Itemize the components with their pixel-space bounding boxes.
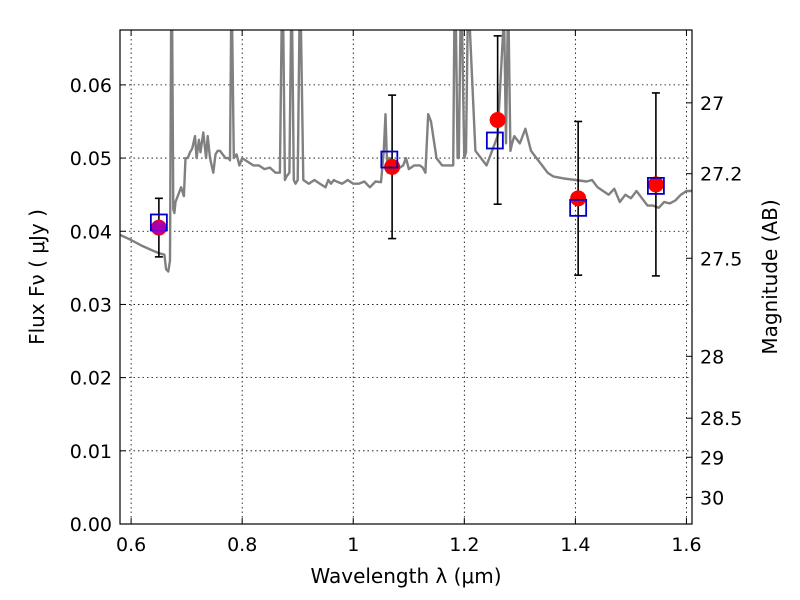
observed-point xyxy=(647,176,664,193)
y2-tick-label: 29 xyxy=(700,447,724,469)
y-tick-label: 0.06 xyxy=(70,75,112,97)
observed-point xyxy=(489,112,506,129)
overlap-point xyxy=(151,220,166,235)
model-spectrum-line xyxy=(120,30,692,273)
x-axis-title: Wavelength λ (μm) xyxy=(310,564,501,588)
y-tick-label: 0.05 xyxy=(70,148,112,170)
y2-tick-label: 27.5 xyxy=(700,248,742,270)
model-photometry-point xyxy=(485,131,504,150)
points-layer xyxy=(149,35,665,277)
x-tick-label: 0.6 xyxy=(116,534,146,556)
y-tick-label: 0.03 xyxy=(70,294,112,316)
x-tick-label: 1.2 xyxy=(449,534,479,556)
tick-layer: 0.6 0.8 1 1.2 1.4 1.6 0.00 0.01 0.02 0.03 0.04 0.05… xyxy=(70,30,742,556)
y-axis-title: Flux Fν ( μJy ) xyxy=(25,209,49,345)
model-photometry-point xyxy=(380,150,399,169)
y2-tick-label: 28.5 xyxy=(700,408,742,430)
plot-frame xyxy=(119,29,693,525)
y-tick-label: 0.04 xyxy=(70,221,112,243)
y2-tick-label: 30 xyxy=(700,487,724,509)
model-photometry-point xyxy=(569,198,588,217)
y2-axis-title: Magnitude (AB) xyxy=(758,199,782,354)
x-tick-label: 1 xyxy=(347,534,359,556)
y2-tick-label: 28 xyxy=(700,346,724,368)
spectrum-layer xyxy=(120,30,692,273)
y2-tick-label: 27 xyxy=(700,93,724,115)
x-tick-label: 1.6 xyxy=(671,534,701,556)
x-tick-label: 1.4 xyxy=(560,534,590,556)
y-tick-label: 0.01 xyxy=(70,441,112,463)
observed-point xyxy=(570,190,587,207)
x-tick-label: 0.8 xyxy=(227,534,257,556)
y-tick-label: 0.00 xyxy=(70,514,112,536)
y-tick-label: 0.02 xyxy=(70,368,112,390)
y2-tick-label: 27.2 xyxy=(700,164,742,186)
model-photometry-point xyxy=(647,176,665,195)
